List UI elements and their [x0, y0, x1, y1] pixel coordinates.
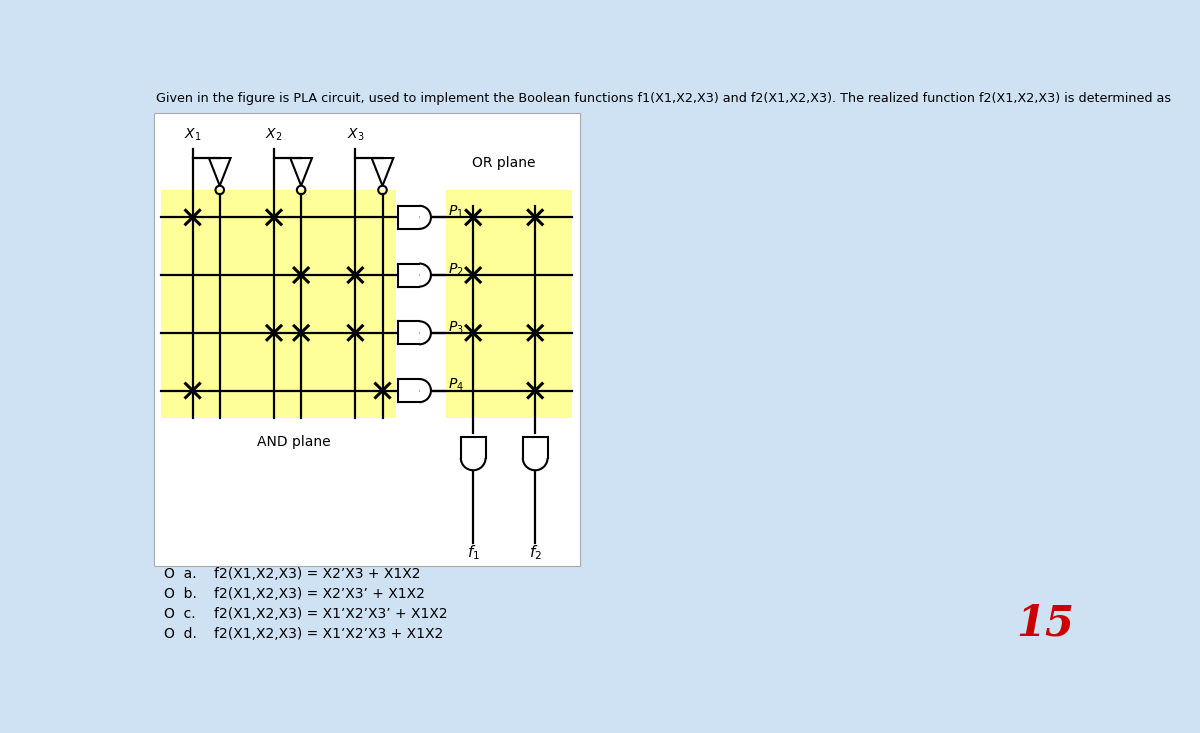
Bar [398, 206, 419, 229]
Bar [396, 191, 446, 418]
Text: $X_1$: $X_1$ [184, 127, 202, 143]
Text: $P_2$: $P_2$ [449, 262, 464, 278]
Text: O  b.: O b. [164, 587, 197, 601]
Wedge shape [419, 379, 431, 402]
Bar [461, 437, 486, 458]
Text: $f_1$: $f_1$ [467, 543, 480, 561]
Text: Given in the figure is PLA circuit, used to implement the Boolean functions f1(X: Given in the figure is PLA circuit, used… [156, 92, 1171, 105]
Bar [154, 114, 580, 566]
Text: 15: 15 [1016, 602, 1074, 644]
Wedge shape [419, 206, 431, 229]
Text: $P_1$: $P_1$ [449, 204, 464, 220]
Text: $P_3$: $P_3$ [449, 320, 464, 336]
Text: f2(X1,X2,X3) = X2’X3’ + X1X2: f2(X1,X2,X3) = X2’X3’ + X1X2 [214, 587, 425, 601]
Text: f2(X1,X2,X3) = X2’X3 + X1X2: f2(X1,X2,X3) = X2’X3 + X1X2 [214, 567, 420, 581]
Text: $X_2$: $X_2$ [265, 127, 283, 143]
Text: f2(X1,X2,X3) = X1’X2’X3 + X1X2: f2(X1,X2,X3) = X1’X2’X3 + X1X2 [214, 627, 443, 641]
Bar [161, 191, 400, 418]
Text: O  d.: O d. [164, 627, 197, 641]
Text: f2(X1,X2,X3) = X1’X2’X3’ + X1X2: f2(X1,X2,X3) = X1’X2’X3’ + X1X2 [214, 607, 448, 621]
Bar [398, 264, 419, 287]
Text: $P_4$: $P_4$ [449, 377, 464, 394]
Bar [398, 321, 419, 345]
Text: O  c.: O c. [164, 607, 196, 621]
Text: $f_2$: $f_2$ [529, 543, 541, 561]
Wedge shape [461, 458, 486, 471]
Text: AND plane: AND plane [257, 435, 330, 449]
Wedge shape [523, 458, 547, 471]
Text: O  a.: O a. [164, 567, 197, 581]
Bar [398, 379, 419, 402]
Wedge shape [419, 321, 431, 345]
Bar [444, 191, 572, 418]
Bar [523, 437, 547, 458]
Text: $X_3$: $X_3$ [347, 127, 364, 143]
Wedge shape [419, 264, 431, 287]
Text: OR plane: OR plane [473, 156, 536, 170]
